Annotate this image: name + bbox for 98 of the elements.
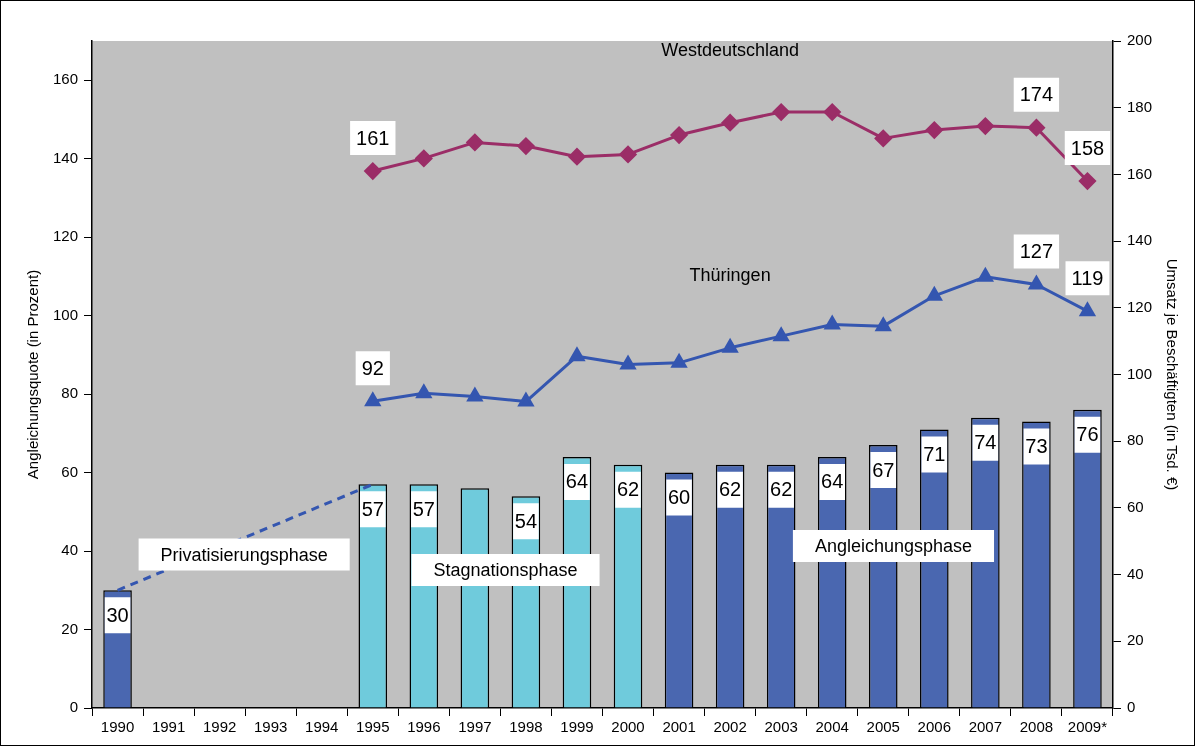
y2-tick-label: 180 <box>1126 97 1152 115</box>
x-tick-label: 1998 <box>509 718 543 736</box>
point <box>875 317 891 332</box>
x-tick-label: 2007 <box>968 718 1003 736</box>
data-label: 73 <box>1025 435 1048 458</box>
point <box>926 287 942 301</box>
x-tick-label: 1995 <box>356 718 390 736</box>
point <box>1079 302 1096 317</box>
y2-tick-label: 120 <box>1126 297 1152 315</box>
point <box>517 137 535 155</box>
point <box>569 347 585 362</box>
x-tick-label: 2009* <box>1067 718 1108 736</box>
point <box>466 133 484 151</box>
y2-tick-label: 200 <box>1126 31 1152 49</box>
x-tick-label: 1999 <box>560 718 594 736</box>
y2-tick-label: 20 <box>1126 631 1144 649</box>
y-tick-label: 100 <box>53 305 79 323</box>
x-tick-label: 1993 <box>254 718 288 736</box>
data-label: 64 <box>821 470 844 493</box>
x-tick-label: 2006 <box>917 718 951 736</box>
point <box>364 162 382 180</box>
point <box>518 393 534 407</box>
text: Thüringen <box>689 264 771 285</box>
x-tick-label: 2000 <box>611 718 645 736</box>
point <box>824 315 840 330</box>
point <box>619 145 637 163</box>
point <box>925 121 943 139</box>
y-tick-label: 0 <box>69 698 79 716</box>
y-tick-label: 60 <box>61 462 79 480</box>
data-label: 67 <box>872 458 895 481</box>
y-axis-title: Angleichungsquote (in Prozent) <box>24 269 42 480</box>
x-tick-label: 1992 <box>202 718 237 736</box>
data-label: 71 <box>923 442 946 465</box>
y-tick-label: 20 <box>61 619 79 637</box>
data-label: 60 <box>667 486 691 509</box>
x-tick-label: 2008 <box>1019 718 1054 736</box>
point <box>722 339 738 353</box>
data-label: 30 <box>106 603 129 626</box>
y-tick-label: 140 <box>53 148 79 166</box>
data-label: 76 <box>1076 423 1099 446</box>
point <box>415 149 433 167</box>
data-label: 64 <box>565 470 589 493</box>
point <box>670 126 688 144</box>
data-label: 57 <box>412 497 435 520</box>
point <box>365 392 381 407</box>
y-tick-label: 80 <box>61 384 79 402</box>
x-tick-label: 2003 <box>764 718 798 736</box>
data-label: 119 <box>1071 266 1104 289</box>
x-tick-label: 1997 <box>458 718 492 736</box>
data-label: 174 <box>1019 83 1054 106</box>
point <box>1078 172 1096 190</box>
data-label: 158 <box>1070 136 1105 159</box>
point <box>773 327 789 342</box>
point <box>416 384 432 399</box>
y2-tick-label: 0 <box>1126 698 1136 716</box>
point <box>568 148 586 166</box>
text: Westdeutschland <box>661 39 799 60</box>
point <box>977 268 993 282</box>
point <box>721 114 739 132</box>
point <box>671 354 687 368</box>
annotation: Angleichungsphase <box>814 535 973 556</box>
y-tick-label: 120 <box>53 227 79 245</box>
data-label: 92 <box>361 356 384 379</box>
x-tick-label: 1994 <box>305 718 339 736</box>
y2-tick-label: 60 <box>1126 498 1144 516</box>
data-label: 127 <box>1019 239 1054 262</box>
data-label: 74 <box>974 431 997 454</box>
y2-axis-title: Umsatz je Beschäftigten (in Tsd. €) <box>1163 258 1181 491</box>
x-tick-label: 2002 <box>713 718 747 736</box>
data-label: 62 <box>718 478 742 501</box>
x-tick-label: 1991 <box>151 718 186 736</box>
data-label: 62 <box>616 478 640 501</box>
annotation: Stagnationsphase <box>433 559 578 580</box>
point <box>620 356 636 370</box>
point <box>874 129 892 147</box>
point <box>772 103 790 121</box>
x-tick-label: 2004 <box>815 718 849 736</box>
x-tick-label: 2005 <box>866 718 900 736</box>
y2-tick-label: 40 <box>1126 564 1144 582</box>
point <box>976 117 994 135</box>
data-label: 57 <box>361 497 384 520</box>
y2-tick-label: 80 <box>1126 431 1144 449</box>
data-label: 54 <box>514 509 538 532</box>
y2-tick-label: 160 <box>1126 164 1152 182</box>
x-tick-label: 1990 <box>100 718 135 736</box>
point <box>823 103 841 121</box>
x-tick-label: 1996 <box>407 718 441 736</box>
y-tick-label: 40 <box>61 541 79 559</box>
data-label: 161 <box>356 126 390 149</box>
point <box>1028 275 1044 290</box>
y2-tick-label: 100 <box>1126 364 1152 382</box>
x-tick-label: 2001 <box>662 718 696 736</box>
y-tick-label: 160 <box>53 70 79 88</box>
annotation: Privatisierungsphase <box>160 544 328 565</box>
point <box>467 388 483 402</box>
data-label: 62 <box>770 478 793 501</box>
y2-tick-label: 140 <box>1126 231 1152 249</box>
point <box>1027 119 1045 137</box>
